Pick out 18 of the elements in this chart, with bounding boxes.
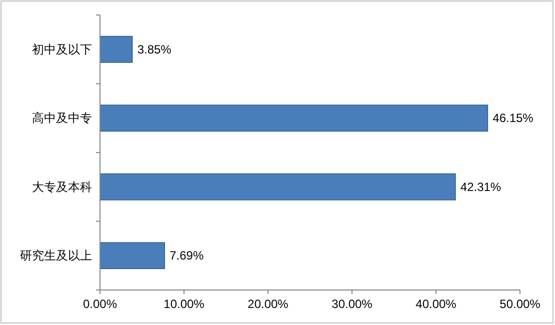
x-tick-label: 40.00% xyxy=(416,297,457,311)
y-tick-label: 初中及以下 xyxy=(32,42,92,56)
bar xyxy=(100,242,165,270)
x-tick-label: 20.00% xyxy=(248,297,289,311)
bar xyxy=(100,104,488,132)
data-label: 42.31% xyxy=(460,180,502,194)
y-tick-label: 研究生及以上 xyxy=(20,248,92,263)
x-tick-label: 0.00% xyxy=(82,297,118,311)
bar xyxy=(100,36,133,63)
y-tick-label: 高中及中专 xyxy=(32,111,92,126)
x-tick-label: 30.00% xyxy=(332,297,373,311)
bar xyxy=(100,173,456,200)
x-tick-label: 50.00% xyxy=(500,297,541,311)
x-tick-label: 10.00% xyxy=(164,297,205,311)
data-label: 7.69% xyxy=(170,248,204,263)
data-label: 46.15% xyxy=(492,111,534,126)
data-label: 3.85% xyxy=(137,42,172,56)
y-tick-label: 大专及本科 xyxy=(32,180,92,194)
